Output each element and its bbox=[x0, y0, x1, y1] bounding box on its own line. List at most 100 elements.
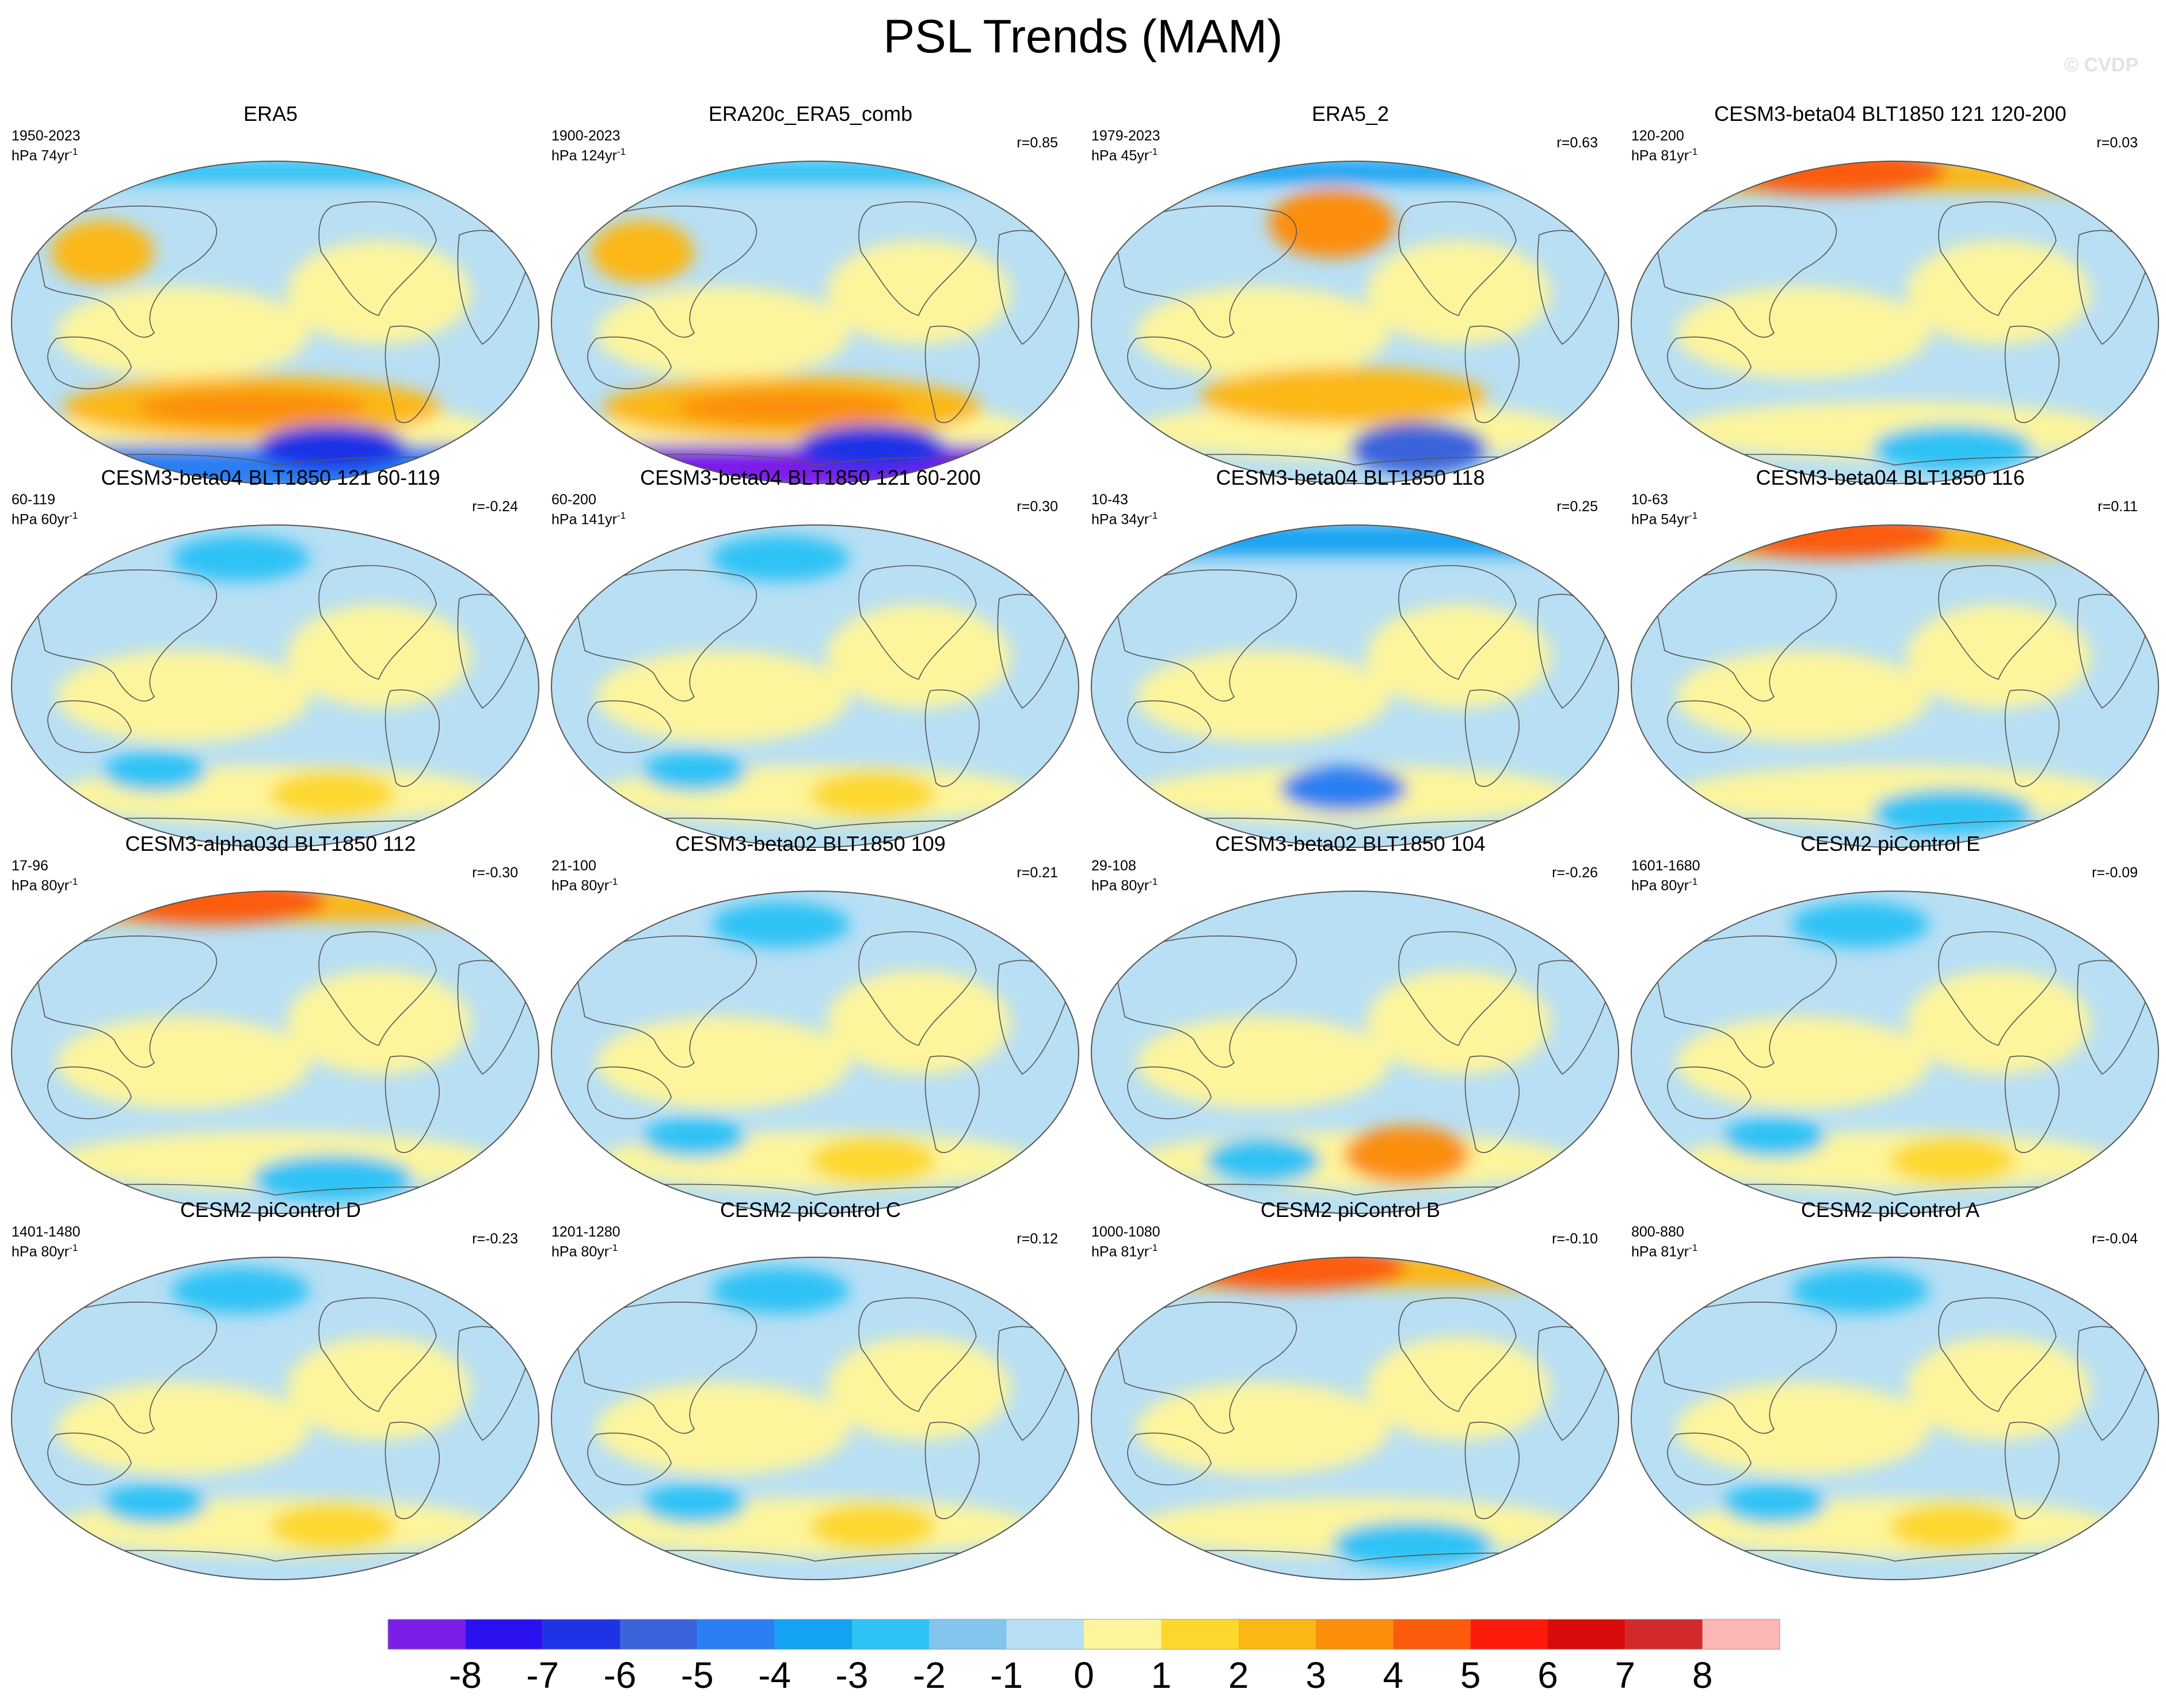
panel-title: CESM3-beta04 BLT1850 121 60-119 bbox=[101, 466, 440, 489]
world-map bbox=[551, 524, 1079, 848]
panel-period: 800-880 bbox=[1631, 1224, 1684, 1240]
colorbar-tick-label: 6 bbox=[1537, 1654, 1558, 1696]
panel-rate: hPa 80yr-1 bbox=[551, 1242, 618, 1260]
panel-period: 21-100 bbox=[551, 858, 596, 874]
colorbar-tick-label: -6 bbox=[603, 1654, 637, 1696]
panel-period: 1900-2023 bbox=[551, 128, 621, 144]
panel-period: 17-96 bbox=[12, 858, 48, 874]
map-panel: CESM3-beta02 BLT1850 109 21-100 hPa 80yr-1… bbox=[540, 832, 1081, 1214]
colorbar-swatch bbox=[1238, 1619, 1316, 1649]
colorbar-tick-label: 1 bbox=[1151, 1654, 1172, 1696]
colorbar-swatch bbox=[1548, 1619, 1626, 1649]
colorbar-swatch bbox=[1702, 1619, 1780, 1649]
colorbar-tick-label: -7 bbox=[526, 1654, 559, 1696]
world-map bbox=[1631, 161, 2159, 484]
panel-period: 60-200 bbox=[551, 492, 596, 508]
panel-correlation: r=0.85 bbox=[1017, 135, 1058, 151]
panel-rate: hPa 124yr-1 bbox=[551, 146, 626, 164]
map-panel: CESM3-beta04 BLT1850 118 10-43 hPa 34yr-1 r… bbox=[1080, 466, 1621, 848]
panel-title: ERA5 bbox=[243, 102, 298, 125]
panel-rate: hPa 141yr-1 bbox=[551, 510, 626, 528]
panel-rate: hPa 80yr-1 bbox=[12, 876, 78, 894]
world-map bbox=[551, 891, 1079, 1214]
colorbar-tick-label: 0 bbox=[1074, 1654, 1094, 1696]
panel-rate: hPa 81yr-1 bbox=[1631, 1242, 1698, 1260]
panel-title: CESM3-beta04 BLT1850 121 60-200 bbox=[640, 466, 981, 489]
map-panel: CESM2 piControl A 800-880 hPa 81yr-1 r=-0.0… bbox=[1620, 1198, 2161, 1580]
panel-period: 1000-1080 bbox=[1091, 1224, 1160, 1240]
colorbar-tick-label: 8 bbox=[1692, 1654, 1713, 1696]
map-panel: CESM2 piControl B 1000-1080 hPa 81yr-1 r=-0… bbox=[1080, 1198, 1621, 1580]
panel-period: 29-108 bbox=[1091, 858, 1136, 874]
panel-rate: hPa 54yr-1 bbox=[1631, 510, 1698, 528]
colorbar-tick-label: -2 bbox=[912, 1654, 946, 1696]
panel-rate: hPa 81yr-1 bbox=[1631, 146, 1698, 164]
panel-correlation: r=0.30 bbox=[1017, 499, 1058, 515]
panel-title: ERA5_2 bbox=[1311, 102, 1390, 125]
colorbar-tick-label: -1 bbox=[990, 1654, 1023, 1696]
panel-period: 1401-1480 bbox=[12, 1224, 81, 1240]
colorbar-swatch bbox=[929, 1619, 1007, 1649]
colorbar-tick-label: 5 bbox=[1460, 1654, 1481, 1696]
panel-period: 1201-1280 bbox=[551, 1224, 621, 1240]
colorbar-tick-label: -8 bbox=[448, 1654, 482, 1696]
map-panel: CESM3-beta04 BLT1850 121 60-119 60-119 hPa… bbox=[0, 466, 541, 848]
map-panel: CESM3-beta04 BLT1850 121 60-200 60-200 hPa… bbox=[540, 466, 1081, 848]
panel-correlation: r=0.25 bbox=[1556, 499, 1598, 515]
map-panel: ERA5 1950-2023 hPa 74yr-1 bbox=[0, 102, 541, 484]
panel-rate: hPa 60yr-1 bbox=[12, 510, 78, 528]
world-map bbox=[1091, 1257, 1619, 1580]
colorbar-tick-label: 3 bbox=[1305, 1654, 1326, 1696]
panel-title: CESM3-beta02 BLT1850 109 bbox=[675, 832, 946, 855]
panel-title: CESM2 piControl A bbox=[1800, 1198, 1980, 1222]
map-panel: CESM3-alpha03d BLT1850 112 17-96 hPa 80yr-… bbox=[0, 832, 541, 1214]
world-map bbox=[1631, 1257, 2159, 1580]
page-title: PSL Trends (MAM) bbox=[883, 10, 1283, 63]
panel-correlation: r=-0.26 bbox=[1552, 865, 1598, 881]
map-panel: CESM2 piControl C 1201-1280 hPa 80yr-1 r=0.… bbox=[540, 1198, 1081, 1580]
panel-correlation: r=0.21 bbox=[1017, 865, 1058, 881]
colorbar-tick-label: 4 bbox=[1383, 1654, 1404, 1696]
world-map bbox=[11, 1257, 539, 1580]
colorbar-swatch bbox=[620, 1619, 698, 1649]
colorbar-tick-label: -4 bbox=[758, 1654, 791, 1696]
panel-period: 10-43 bbox=[1091, 492, 1128, 508]
colorbar-tick-label: -3 bbox=[835, 1654, 869, 1696]
panel-correlation: r=-0.24 bbox=[472, 499, 518, 515]
panel-rate: hPa 80yr-1 bbox=[12, 1242, 78, 1260]
map-panel: ERA5_2 1979-2023 hPa 45yr-1 r=0.63 bbox=[1080, 102, 1621, 484]
panel-correlation: r=0.11 bbox=[2098, 499, 2138, 515]
panel-correlation: r=-0.30 bbox=[472, 865, 518, 881]
panel-rate: hPa 80yr-1 bbox=[551, 876, 618, 894]
panel-title: CESM2 piControl B bbox=[1260, 1198, 1441, 1222]
panel-correlation: r=0.03 bbox=[2096, 135, 2138, 151]
map-panel: CESM3-beta04 BLT1850 116 10-63 hPa 54yr-1 r… bbox=[1620, 466, 2161, 848]
colorbar-swatch bbox=[1470, 1619, 1548, 1649]
colorbar-tick-label: 2 bbox=[1228, 1654, 1249, 1696]
world-map bbox=[551, 1257, 1079, 1580]
world-map bbox=[551, 161, 1079, 484]
colorbar-swatch bbox=[542, 1619, 620, 1649]
colorbar-swatch bbox=[1625, 1619, 1703, 1649]
world-map bbox=[11, 891, 539, 1214]
world-map bbox=[1631, 891, 2159, 1214]
panel-period: 10-63 bbox=[1631, 492, 1668, 508]
panel-title: ERA20c_ERA5_comb bbox=[708, 102, 913, 125]
panel-rate: hPa 34yr-1 bbox=[1091, 510, 1158, 528]
panel-title: CESM2 piControl E bbox=[1800, 832, 1981, 855]
map-panel: CESM2 piControl E 1601-1680 hPa 80yr-1 r=-0… bbox=[1620, 832, 2161, 1214]
world-map bbox=[11, 161, 539, 484]
panel-correlation: r=-0.23 bbox=[472, 1231, 518, 1247]
panel-period: 1979-2023 bbox=[1091, 128, 1160, 144]
panel-title: CESM2 piControl C bbox=[720, 1198, 901, 1222]
world-map bbox=[11, 524, 539, 848]
world-map bbox=[1091, 891, 1619, 1214]
panel-period: 1601-1680 bbox=[1631, 858, 1700, 874]
panel-rate: hPa 45yr-1 bbox=[1091, 146, 1158, 164]
colorbar-swatch bbox=[1316, 1619, 1394, 1649]
world-map bbox=[1091, 161, 1619, 484]
panel-correlation: r=0.63 bbox=[1556, 135, 1598, 151]
panel-rate: hPa 81yr-1 bbox=[1091, 1242, 1158, 1260]
panel-correlation: r=0.12 bbox=[1017, 1231, 1058, 1247]
panel-title: CESM2 piControl D bbox=[180, 1198, 361, 1222]
